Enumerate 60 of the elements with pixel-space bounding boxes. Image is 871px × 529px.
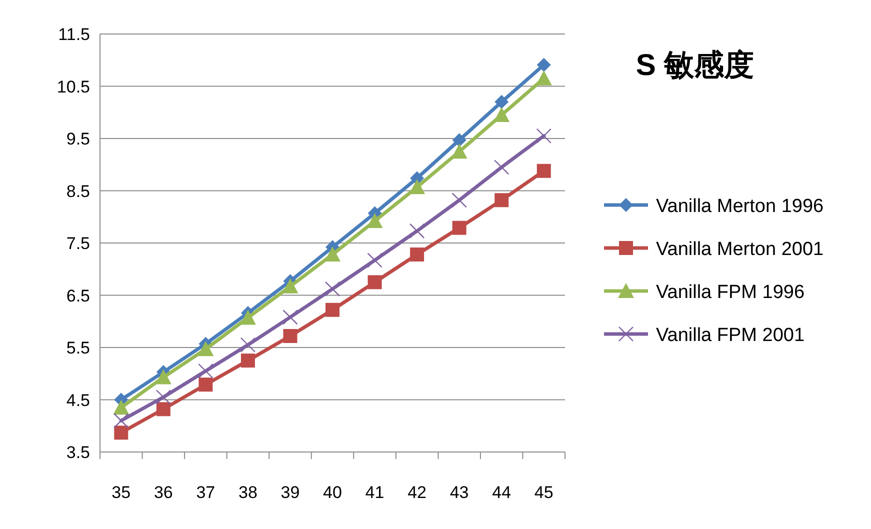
point (409, 223, 425, 239)
point (324, 246, 340, 262)
y-tick-label: 8.5 (66, 182, 90, 201)
point (198, 363, 214, 379)
x-tick-label: 37 (196, 483, 216, 502)
point (114, 413, 129, 428)
point (156, 390, 172, 405)
point (410, 247, 424, 262)
point (326, 302, 340, 317)
legend-label: Vanilla Merton 1996 (656, 196, 824, 217)
point (114, 426, 128, 440)
legend-label: Vanilla FPM 2001 (656, 325, 805, 346)
point (494, 160, 510, 175)
point (198, 341, 214, 356)
point (155, 369, 172, 384)
point (409, 179, 426, 194)
point (494, 94, 509, 109)
point (494, 106, 510, 122)
point (282, 278, 298, 294)
point (240, 337, 256, 352)
x-tick-label: 42 (408, 483, 427, 502)
point (324, 281, 340, 297)
point (240, 310, 256, 325)
x-tick-label: 40 (323, 483, 342, 502)
y-tick-label: 3.5 (66, 443, 90, 462)
point (536, 164, 551, 178)
x-tick-label: 43 (450, 483, 469, 502)
point (494, 193, 509, 208)
text: S 敏感度 (636, 48, 754, 82)
y-tick-label: 4.5 (66, 390, 90, 410)
legend-label: Vanilla FPM 1996 (656, 282, 805, 303)
y-tick-label: 11.5 (58, 25, 90, 44)
y-tick-label: 6.5 (66, 286, 90, 306)
x-tick-label: 36 (154, 483, 173, 502)
point (366, 213, 383, 228)
x-tick-label: 38 (238, 483, 258, 502)
y-tick-label: 9.5 (66, 130, 90, 148)
point (198, 378, 213, 392)
point (452, 192, 467, 208)
y-tick-label: 10.5 (56, 77, 90, 96)
y-tick-label: 5.5 (66, 338, 90, 358)
point (368, 275, 382, 290)
point (367, 252, 382, 268)
x-tick-label: 39 (280, 483, 300, 502)
legend-label: Vanilla Merton 2001 (656, 239, 824, 260)
x-tick-label: 41 (365, 483, 384, 502)
y-tick-label: 7.5 (66, 234, 90, 253)
point (156, 402, 170, 416)
point (113, 400, 130, 415)
x-tick-label: 35 (112, 483, 131, 502)
point (451, 144, 468, 159)
point (536, 58, 551, 72)
point (536, 128, 552, 144)
point (283, 329, 298, 344)
x-tick-label: 44 (492, 483, 512, 502)
point (452, 133, 466, 148)
point (452, 220, 466, 235)
point (282, 310, 298, 325)
x-tick-label: 45 (534, 483, 554, 502)
point (240, 354, 255, 368)
